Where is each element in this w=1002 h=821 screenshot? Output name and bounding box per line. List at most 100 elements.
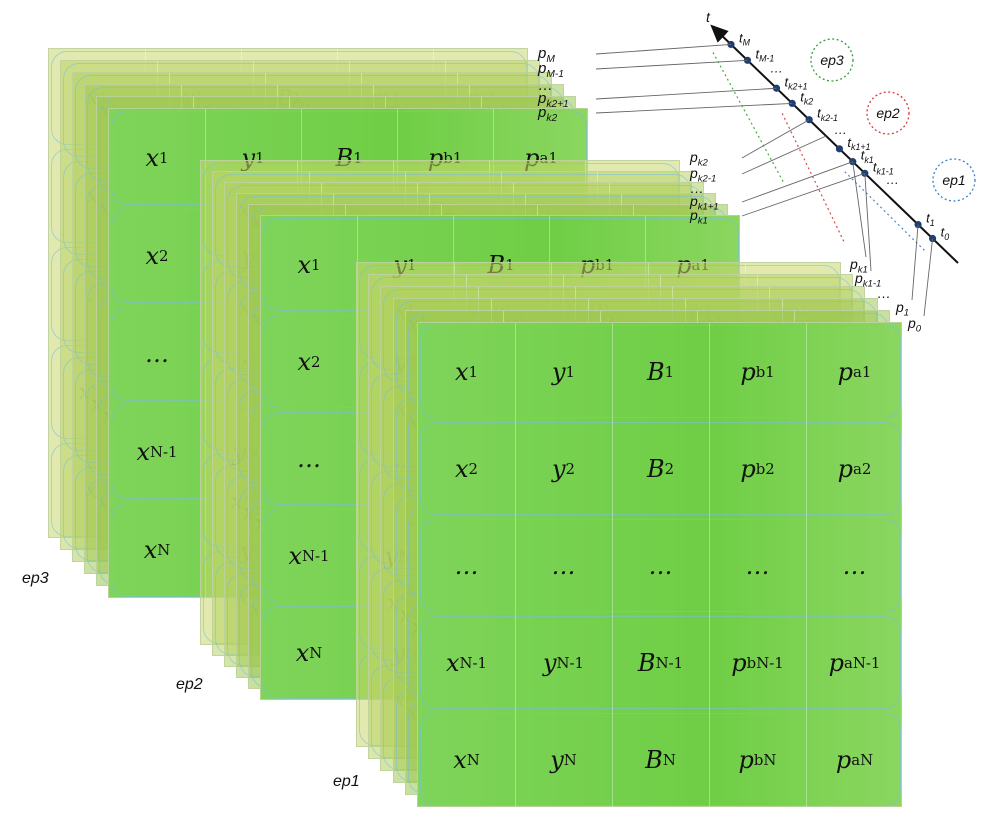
p-connector <box>852 161 867 258</box>
timeline-t-label: … <box>770 60 783 75</box>
timeline-point <box>914 220 922 229</box>
p-label-middle: pk2-1 <box>689 165 716 185</box>
timeline-t-label: tk2 <box>800 89 813 106</box>
p-label-upper: pM-1 <box>537 60 564 80</box>
table-row <box>420 422 901 515</box>
cell-x: … <box>145 340 169 368</box>
cell-pa: … <box>842 551 867 580</box>
p-label-middle: … <box>690 180 704 196</box>
timeline-point <box>743 56 752 64</box>
timeline-point <box>928 234 937 243</box>
table-row <box>420 713 901 806</box>
timeline-t-label: … <box>834 122 847 137</box>
episode-circle-label-ep1: ep1 <box>942 172 965 188</box>
p-connector <box>595 87 777 100</box>
p-connector <box>595 43 732 55</box>
timeline-t-label: … <box>886 172 899 187</box>
timeline-t-label: t0 <box>941 225 950 242</box>
table-front-ep1: x 1 y 1 B 1 p b1 p a1 x 2 y 2 B 2 p b2 p a2 … … … … … x N-1 y N-1 B N-… <box>417 322 902 808</box>
column-divider <box>515 323 516 808</box>
p-label-middle: pk1 <box>689 207 708 227</box>
p-label-middle: pk2 <box>689 149 709 169</box>
table-row <box>420 616 901 709</box>
p-connector <box>741 119 810 159</box>
p-label-upper: pk2 <box>537 104 557 124</box>
cell-x: … <box>454 551 479 580</box>
timeline-point <box>861 169 869 177</box>
table-row <box>420 325 901 418</box>
stack-label-ep1: ep1 <box>333 773 360 790</box>
p-connector <box>741 161 853 203</box>
timeline-t-label: tM <box>739 30 751 47</box>
p-label-lower: p0 <box>907 315 922 335</box>
cell-B: … <box>648 551 673 580</box>
p-label-lower: pk1 <box>849 256 868 276</box>
p-label-upper: pM <box>537 45 555 65</box>
timeline-t-label: tM-1 <box>755 46 774 63</box>
p-label-lower: p1 <box>895 299 909 319</box>
timeline-t-label: tk1+1 <box>847 135 870 152</box>
timeline-point <box>849 158 857 166</box>
p-connector <box>741 135 827 175</box>
timeline-t-label: tk2-1 <box>817 106 838 123</box>
time-axis-label: t <box>706 9 711 25</box>
timeline-t-label: tk2+1 <box>785 74 808 91</box>
cell-pb: … <box>745 551 770 580</box>
table-row <box>420 519 901 612</box>
column-divider <box>806 323 807 808</box>
p-label-lower: pk1-1 <box>854 270 881 290</box>
episode-circle-ep1 <box>932 158 976 202</box>
cell-y: … <box>551 551 576 580</box>
p-connector <box>595 102 793 114</box>
p-label-middle: pk1+1 <box>689 193 719 213</box>
p-connector <box>595 59 748 70</box>
ep1-guide <box>844 171 926 251</box>
p-connector <box>923 238 934 317</box>
column-divider <box>612 323 613 808</box>
p-connector <box>741 172 865 217</box>
cell-x: … <box>297 444 321 473</box>
timeline-point <box>835 145 844 153</box>
timeline-point <box>805 116 813 124</box>
stack-label-ep3: ep3 <box>22 570 49 587</box>
p-label-lower: … <box>877 285 891 301</box>
stack-label-ep2: ep2 <box>176 676 203 693</box>
p-label-upper: pk2+1 <box>537 90 569 110</box>
episode-circle-label-ep3: ep3 <box>820 52 844 68</box>
timeline-t-label: tk1 <box>861 148 874 165</box>
timeline-t-label: tk1-1 <box>873 159 894 176</box>
p-label-upper: … <box>538 77 553 94</box>
episode-circle-ep3 <box>810 38 854 82</box>
p-connector <box>911 224 919 301</box>
column-divider <box>709 323 710 808</box>
